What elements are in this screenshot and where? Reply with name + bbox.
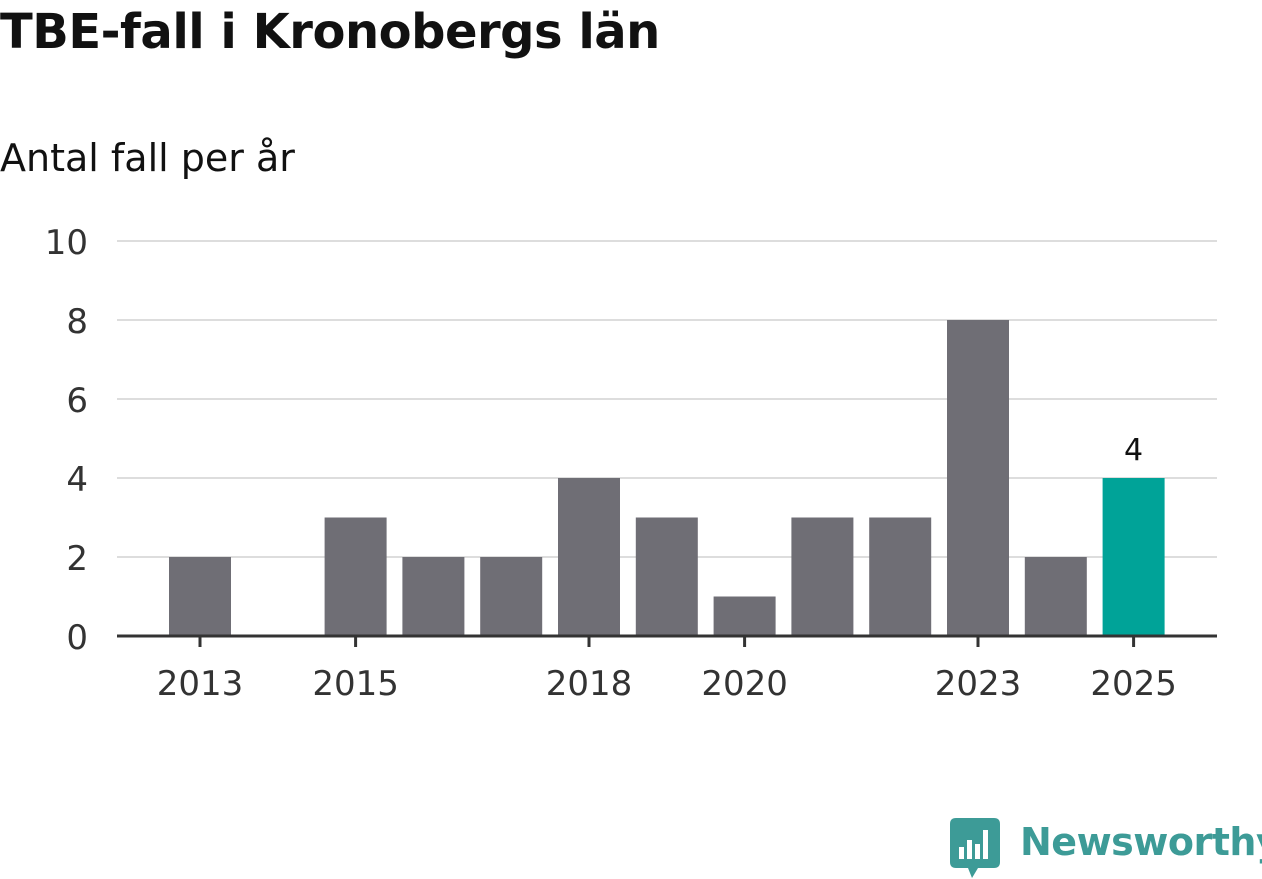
x-tick-label: 2023 <box>935 664 1022 704</box>
bar <box>324 517 387 636</box>
brand-name: Newsworthy <box>1020 820 1262 864</box>
bar-highlight <box>1102 478 1165 636</box>
bar <box>947 320 1009 636</box>
bar-chart-speech-bubble-icon <box>950 818 1000 878</box>
chart-title: TBE-fall i Kronobergs län <box>0 4 660 60</box>
x-tick-label: 2020 <box>701 664 788 704</box>
y-tick-label: 6 <box>66 381 88 421</box>
x-tick-label: 2013 <box>157 664 244 704</box>
y-tick-label: 0 <box>66 618 88 658</box>
bar <box>1024 557 1087 636</box>
bar <box>402 557 465 636</box>
y-tick-label: 10 <box>45 223 88 263</box>
bar <box>713 596 776 636</box>
bar <box>635 517 698 636</box>
bar <box>169 557 231 636</box>
bar <box>791 517 854 636</box>
x-tick-label: 2015 <box>312 664 399 704</box>
bar <box>480 557 543 636</box>
chart-subtitle: Antal fall per år <box>0 136 295 180</box>
bar-value-label: 4 <box>1124 433 1143 468</box>
bar <box>869 517 932 636</box>
bar <box>558 478 620 636</box>
y-tick-label: 8 <box>66 302 88 342</box>
x-tick-label: 2018 <box>546 664 633 704</box>
y-tick-label: 4 <box>66 460 88 500</box>
newsworthy-logo: Newsworthy <box>950 818 1262 879</box>
x-tick-label: 2025 <box>1090 664 1177 704</box>
y-tick-label: 2 <box>66 539 88 579</box>
